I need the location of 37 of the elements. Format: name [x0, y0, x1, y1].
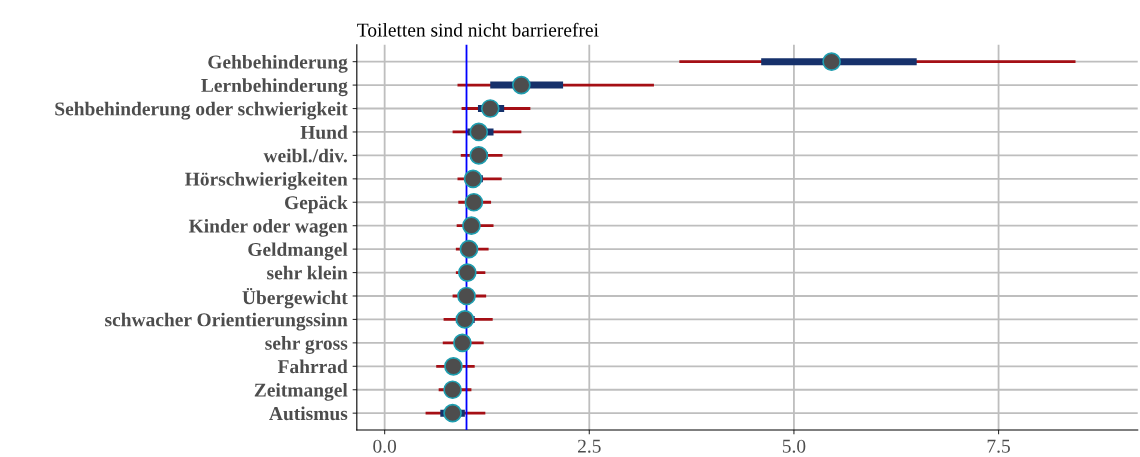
- point: [822, 52, 841, 71]
- point: [463, 169, 483, 189]
- y-tick-label: Lernbehinderung: [201, 78, 348, 97]
- x-tick-label: 0.0: [373, 439, 397, 453]
- point: [443, 380, 462, 400]
- point: [444, 356, 463, 376]
- y-tick-label: Gepäck: [285, 195, 348, 214]
- y-tick-label: Autismus: [269, 406, 348, 421]
- y-tick-label: sehr gross: [265, 336, 348, 354]
- y-tick-label: sehr klein: [267, 265, 348, 280]
- y-tick-label: weibl./div.: [263, 148, 347, 163]
- point: [453, 333, 472, 353]
- y-tick-label: Kinder oder wagen: [188, 218, 348, 237]
- y-tick-label: Übergewicht: [242, 287, 348, 309]
- x-tick-label: 2.5: [577, 439, 601, 453]
- y-tick-label: Sehbehinderung oder schwierigkeit: [55, 101, 348, 120]
- point: [464, 192, 484, 212]
- point: [512, 75, 531, 95]
- y-tick-label: Hörschwierigkeiten: [185, 172, 348, 190]
- point: [457, 286, 476, 306]
- point: [443, 403, 462, 423]
- y-tick-label: Gehbehinderung: [208, 54, 348, 73]
- y-tick-label: Fahrrad: [277, 359, 348, 374]
- chart-title: Toiletten sind nicht barrierefrei: [357, 22, 599, 37]
- point: [469, 122, 489, 142]
- y-tick-label: Zeitmangel: [254, 382, 348, 401]
- y-tick-label: schwacher Orientierungssinn: [105, 312, 348, 331]
- point: [455, 310, 475, 329]
- y-tick-label: Geldmangel: [248, 242, 348, 261]
- x-tick-label: 5.0: [782, 439, 806, 453]
- point: [462, 216, 481, 236]
- point: [469, 146, 489, 165]
- point: [459, 239, 479, 259]
- x-tick-label: 7.5: [987, 439, 1010, 453]
- point: [457, 263, 477, 282]
- y-tick-label: Hund: [300, 125, 348, 139]
- point: [480, 99, 500, 118]
